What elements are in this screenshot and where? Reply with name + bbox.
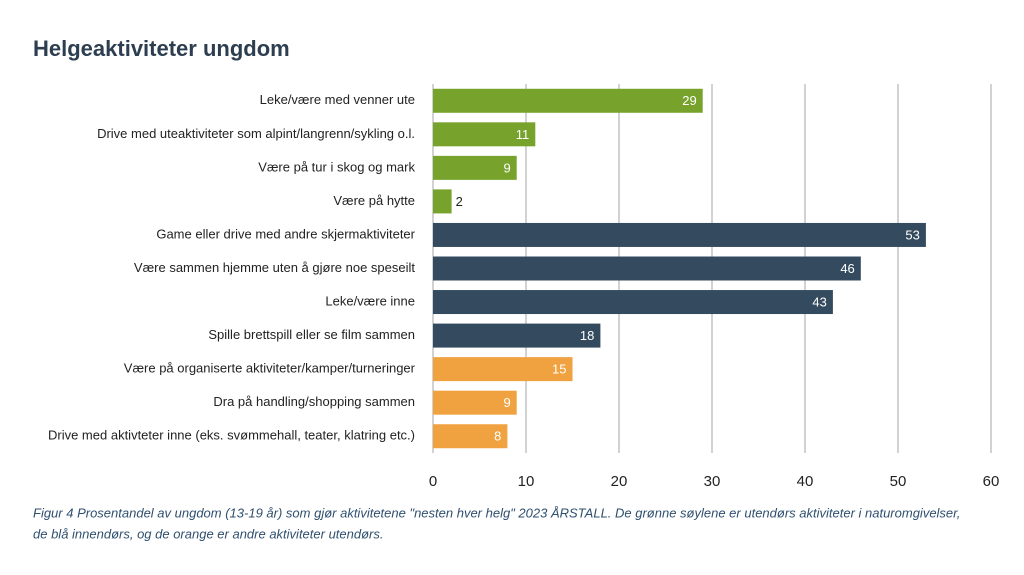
bar — [433, 222, 926, 247]
bar — [433, 290, 833, 315]
y-tick-label: Være på hytte — [333, 193, 415, 208]
value-label: 18 — [580, 328, 594, 343]
chart-title: Helgeaktiviteter ungdom — [33, 36, 290, 61]
y-tick-label: Game eller drive med andre skjermaktivit… — [156, 226, 415, 241]
value-label: 8 — [494, 429, 501, 444]
value-label: 53 — [905, 227, 919, 242]
x-tick-label: 10 — [518, 473, 535, 490]
value-label: 43 — [812, 294, 826, 309]
y-tick-label: Drive med aktivteter inne (eks. svømmeha… — [48, 428, 415, 443]
y-tick-label: Være på tur i skog og mark — [258, 159, 415, 174]
x-tick-label: 30 — [704, 473, 721, 490]
y-tick-label: Være på organiserte aktiviteter/kamper/t… — [124, 361, 416, 376]
bar — [433, 122, 536, 147]
x-tick-label: 50 — [890, 473, 907, 490]
bar — [433, 424, 508, 449]
value-label: 9 — [503, 395, 510, 410]
bar — [433, 323, 601, 348]
bar — [433, 256, 861, 281]
y-tick-label: Leke/være inne — [325, 293, 415, 308]
bar — [433, 155, 517, 180]
value-label: 11 — [516, 127, 530, 142]
x-tick-label: 0 — [429, 473, 437, 490]
bar — [433, 357, 573, 382]
y-tick-label: Dra på handling/shopping sammen — [213, 394, 415, 409]
caption: de blå innendørs, og de orange er andre … — [33, 526, 384, 541]
bar — [433, 390, 517, 415]
value-label: 15 — [552, 362, 566, 377]
value-label: 9 — [503, 160, 510, 175]
value-label: 29 — [682, 93, 696, 108]
x-tick-label: 20 — [611, 473, 628, 490]
caption: Figur 4 Prosentandel av ungdom (13-19 år… — [33, 505, 960, 520]
value-label: 2 — [456, 194, 463, 209]
bar — [433, 189, 452, 214]
x-tick-label: 40 — [797, 473, 814, 490]
bar — [433, 88, 703, 113]
y-tick-label: Drive med uteaktiviteter som alpint/lang… — [97, 126, 415, 141]
y-tick-label: Være sammen hjemme uten å gjøre noe spes… — [134, 260, 415, 275]
x-tick-label: 60 — [983, 473, 1000, 490]
y-tick-label: Spille brettspill eller se film sammen — [208, 327, 415, 342]
value-label: 46 — [840, 261, 854, 276]
y-tick-label: Leke/være med venner ute — [260, 92, 415, 107]
